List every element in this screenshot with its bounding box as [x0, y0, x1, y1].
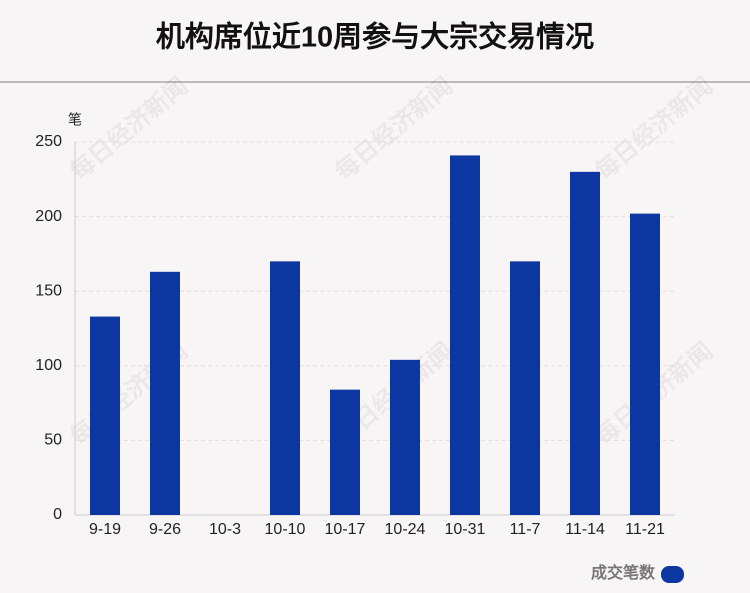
x-tick-label: 10-24 — [385, 521, 426, 538]
y-tick-label: 100 — [35, 357, 62, 374]
y-tick-label: 150 — [35, 282, 62, 299]
bar — [510, 261, 540, 515]
y-tick-label: 50 — [44, 432, 62, 449]
x-tick-label: 11-7 — [510, 521, 541, 538]
x-tick-label: 11-21 — [625, 521, 665, 538]
bar — [570, 171, 600, 515]
y-tick-label: 200 — [35, 208, 62, 225]
x-tick-label: 10-10 — [265, 521, 306, 538]
bar — [450, 155, 480, 516]
x-tick-label: 9-19 — [89, 521, 121, 538]
bar — [90, 316, 120, 515]
y-tick-label: 250 — [35, 133, 62, 150]
y-tick-label: 0 — [53, 506, 62, 523]
bar — [630, 213, 660, 515]
chart-title: 机构席位近10周参与大宗交易情况 — [156, 20, 594, 54]
x-tick-label: 10-3 — [209, 521, 241, 538]
legend-swatch — [661, 566, 684, 583]
bar — [270, 261, 300, 515]
bar — [390, 359, 420, 515]
x-tick-label: 10-17 — [325, 521, 366, 538]
x-tick-label: 9-26 — [149, 521, 181, 538]
y-unit: 笔 — [68, 112, 82, 128]
legend-label: 成交笔数 — [591, 563, 656, 582]
x-tick-label: 11-14 — [565, 521, 605, 538]
x-tick-label: 10-31 — [445, 521, 486, 538]
bar — [330, 389, 360, 515]
bar — [150, 271, 180, 515]
